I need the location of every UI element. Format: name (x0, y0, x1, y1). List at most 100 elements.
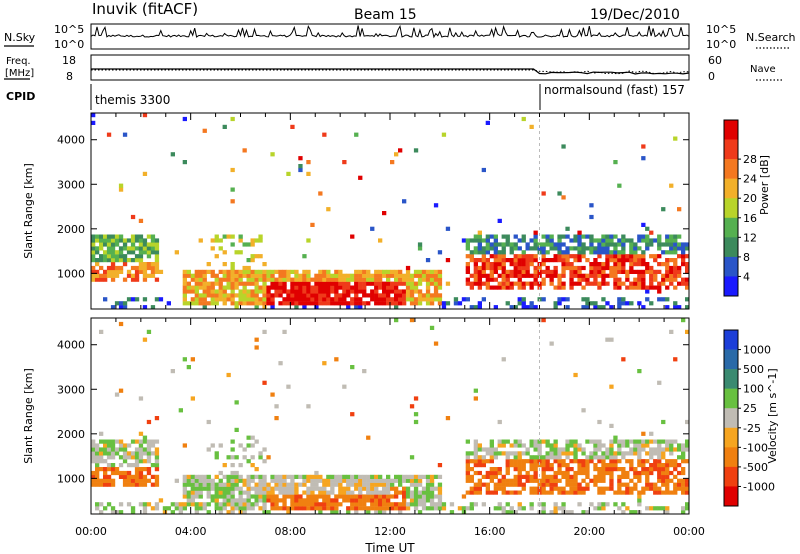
heatmap-cell (545, 258, 550, 263)
heatmap-cell (505, 273, 510, 278)
heatmap-cell (673, 238, 678, 243)
heatmap-cell (138, 258, 144, 263)
heatmap-cell (405, 293, 411, 298)
heatmap-cell (214, 289, 219, 294)
heatmap-cell (170, 502, 175, 507)
heatmap-cell (597, 254, 602, 259)
heatmap-cell (322, 502, 327, 507)
heatmap-cell (621, 254, 626, 259)
heatmap-cell (362, 474, 367, 479)
heatmap-cell (250, 478, 255, 483)
heatmap-cell (665, 269, 670, 274)
heatmap-cell (577, 470, 582, 476)
heatmap-cell (513, 281, 518, 286)
heatmap-cell (322, 132, 327, 137)
heatmap-cell (593, 258, 598, 263)
heatmap-cell (485, 246, 490, 251)
heatmap-cell (477, 486, 482, 491)
heatmap-cell (218, 510, 223, 515)
heatmap-cell (493, 486, 498, 491)
heatmap-cell (326, 301, 331, 306)
heatmap-cell (238, 502, 243, 507)
heatmap-cell (106, 250, 112, 255)
heatmap-cell (609, 470, 614, 476)
heatmap-cell (202, 293, 207, 298)
heatmap-cell (665, 285, 670, 290)
heatmap-cell (150, 265, 156, 271)
heatmap-cell (250, 277, 255, 282)
colorbar-swatch (724, 276, 738, 297)
heatmap-cell (641, 305, 646, 310)
heatmap-cell (469, 305, 474, 310)
heatmap-cell (174, 506, 179, 511)
heatmap-cell (633, 254, 638, 259)
heatmap-cell (597, 305, 602, 310)
heatmap-cell (677, 265, 682, 271)
heatmap-cell (103, 482, 108, 487)
heatmap-cell (493, 482, 498, 487)
heatmap-cell (617, 467, 622, 472)
heatmap-cell (398, 297, 403, 302)
heatmap-cell (214, 273, 219, 278)
heatmap-cell (573, 258, 578, 263)
heatmap-cell (202, 305, 207, 310)
heatmap-cell (386, 494, 391, 499)
heatmap-cell (370, 478, 375, 483)
heatmap-cell (549, 478, 554, 483)
colorbar-swatch (724, 178, 738, 199)
heatmap-cell (653, 463, 658, 468)
heatmap-cell (505, 285, 510, 290)
heatmap-cell (465, 455, 470, 460)
heatmap-cell (138, 447, 144, 452)
heatmap-cell (154, 478, 160, 483)
heatmap-cell (649, 254, 654, 259)
heatmap-cell (637, 447, 642, 452)
heatmap-cell (585, 486, 590, 491)
heatmap-cell (358, 490, 363, 495)
heatmap-cell (91, 113, 96, 118)
heatmap-cell (178, 506, 183, 511)
heatmap-cell (182, 482, 187, 487)
heatmap-cell (134, 467, 140, 472)
heatmap-cell (545, 455, 550, 460)
heatmap-cell (613, 281, 618, 286)
heatmap-cell (577, 281, 582, 286)
heatmap-cell (302, 482, 307, 487)
heatmap-cell (218, 490, 223, 495)
heatmap-cell (266, 486, 271, 491)
heatmap-cell (314, 486, 319, 491)
heatmap-cell (553, 285, 558, 290)
heatmap-cell (637, 254, 642, 259)
heatmap-cell (521, 305, 526, 310)
heatmap-cell (577, 269, 582, 274)
heatmap-cell (489, 478, 494, 483)
heatmap-cell (661, 439, 666, 444)
heatmap-cell (477, 281, 482, 286)
heatmap-cell (561, 510, 566, 515)
heatmap-cell (95, 459, 100, 464)
heatmap-cell (338, 494, 343, 499)
heatmap-cell (505, 451, 510, 456)
heatmap-cell (497, 470, 502, 476)
heatmap-cell (290, 498, 295, 503)
heatmap-cell (549, 269, 554, 274)
heatmap-cell (565, 510, 570, 515)
heatmap-cell (513, 234, 518, 239)
heatmap-cell (134, 439, 140, 444)
heatmap-cell (469, 254, 474, 259)
heatmap-cell (405, 506, 411, 511)
heatmap-cell (342, 160, 347, 165)
heatmap-cell (569, 281, 574, 286)
heatmap-cell (657, 451, 662, 456)
heatmap-cell (254, 490, 259, 495)
heatmap-cell (402, 478, 407, 483)
heatmap-cell (306, 238, 311, 243)
heatmap-cell (266, 289, 271, 294)
heatmap-cell (250, 254, 255, 259)
heatmap-cell (122, 455, 128, 460)
heatmap-cell (194, 269, 199, 274)
heatmap-cell (553, 258, 558, 263)
heatmap-cell (617, 474, 622, 479)
cpid-segment-1: themis 3300 (95, 93, 170, 107)
heatmap-cell (625, 490, 630, 495)
